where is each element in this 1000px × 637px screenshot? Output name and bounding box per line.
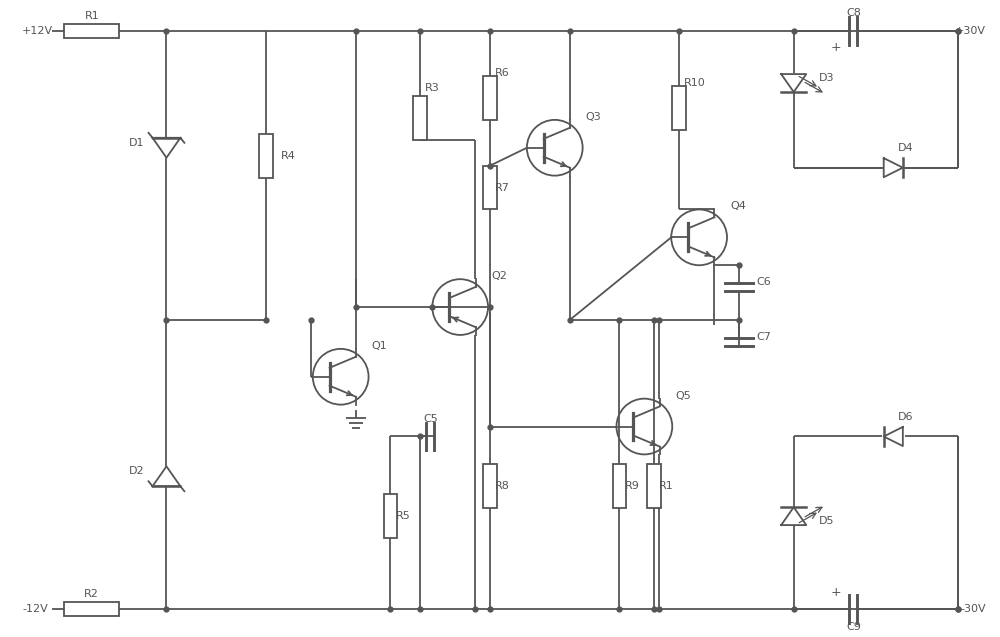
Text: R2: R2 [84,589,99,599]
Bar [483,76,497,120]
Text: R3: R3 [425,83,440,93]
Text: D1: D1 [129,138,145,148]
Text: -12V: -12V [22,604,48,613]
Text: R9: R9 [624,482,639,491]
Text: Q4: Q4 [730,201,746,211]
Bar [672,86,686,130]
Bar [483,166,497,210]
Text: +12V: +12V [22,26,53,36]
Text: C6: C6 [757,277,772,287]
Bar [613,464,626,508]
Text: C8: C8 [846,8,861,18]
Text: +30V: +30V [955,26,986,36]
Text: R8: R8 [495,482,510,491]
Text: D6: D6 [898,412,914,422]
Bar [384,494,397,538]
Text: -30V: -30V [960,604,986,613]
Text: C9: C9 [846,622,861,632]
Polygon shape [884,427,903,446]
Polygon shape [153,138,180,158]
Bar [647,464,661,508]
Polygon shape [781,507,806,525]
Text: D5: D5 [819,516,834,526]
Bar [413,96,427,140]
Text: R10: R10 [684,78,706,88]
Bar [483,464,497,508]
Text: Q2: Q2 [491,271,507,281]
Text: R1: R1 [84,11,99,21]
Polygon shape [153,466,180,486]
Bar [64,24,119,38]
Text: Q1: Q1 [372,341,387,351]
Text: C7: C7 [757,332,772,342]
Text: R5: R5 [395,511,410,521]
Text: C5: C5 [423,413,438,424]
Text: R4: R4 [281,151,296,161]
Polygon shape [781,74,806,92]
Text: D2: D2 [129,466,145,476]
Bar [259,134,273,178]
Bar [64,602,119,616]
Text: Q5: Q5 [675,390,691,401]
Text: +: + [830,41,841,54]
Text: R1: R1 [659,482,674,491]
Text: R6: R6 [495,68,510,78]
Text: Q3: Q3 [586,112,601,122]
Text: R7: R7 [495,183,510,192]
Text: +: + [830,586,841,599]
Text: D3: D3 [819,73,834,83]
Text: D4: D4 [898,143,914,153]
Polygon shape [884,158,903,177]
